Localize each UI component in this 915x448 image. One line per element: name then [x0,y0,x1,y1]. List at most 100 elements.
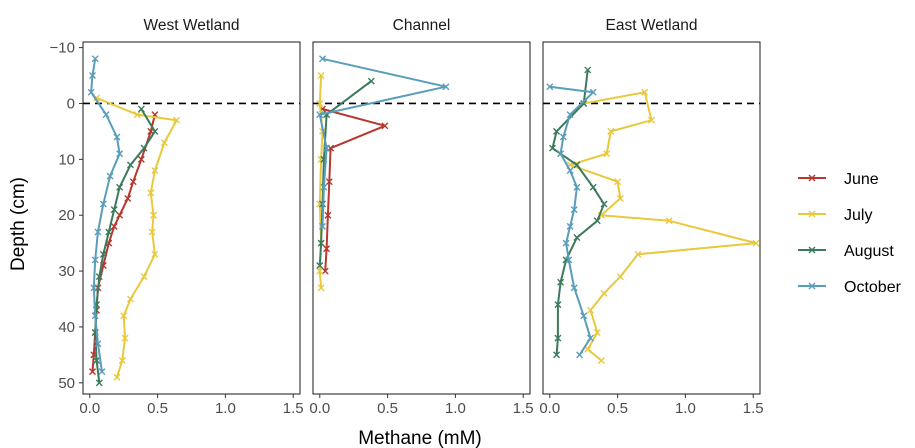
legend-item-july: July [798,207,872,224]
data-point [557,278,565,286]
data-point [320,183,328,191]
data-point [129,178,137,186]
data-point [593,329,601,337]
data-point [576,351,584,359]
data-point [573,161,581,169]
y-tick-label: 30 [58,263,75,280]
legend-label: June [844,171,879,188]
data-point [324,211,332,219]
data-point [321,267,329,275]
data-point [173,116,181,124]
panel-frame [312,41,531,395]
data-point [126,295,134,303]
data-point [151,250,159,258]
data-point [106,172,114,180]
x-tick-label: 1.0 [675,400,696,417]
panel-frame [82,41,301,395]
data-point [102,111,110,119]
data-point [116,211,124,219]
series-july [566,88,760,364]
x-tick-label: 1.5 [513,400,534,417]
data-point [562,239,570,247]
data-point [110,206,118,214]
data-point [648,116,655,124]
x-tick-label: 0.5 [607,400,628,417]
legend-key-marker [808,174,816,182]
x-tick-label: 0.5 [377,400,398,417]
data-point [318,222,326,230]
legend: June July August October [798,171,902,296]
x-tick-label: 1.0 [445,400,466,417]
panel-1: Channel 0.0 0.5 1.0 1.5 [309,17,533,417]
data-point [565,256,573,264]
series-october [546,83,597,359]
data-point [316,111,324,119]
data-point [98,368,106,376]
y-tick-label: 40 [58,319,75,336]
data-point [148,228,156,236]
data-point [589,88,597,96]
data-point [584,345,592,353]
data-point [381,122,389,130]
data-point [566,167,574,175]
data-point [584,66,592,74]
data-point [325,178,333,186]
data-point [566,111,574,119]
data-point [317,239,325,247]
y-tick-label: 0 [67,95,75,112]
series-line [551,69,605,355]
data-point [140,273,148,281]
data-point [160,139,168,147]
data-point [120,312,128,320]
data-point [586,306,594,314]
data-point [442,83,450,91]
series-august [316,77,375,269]
panel-frame [542,41,761,395]
series-august [91,105,159,387]
data-point [566,222,574,230]
data-point [597,356,605,364]
panel-2: East Wetland 0.0 0.5 1.0 1.5 [539,17,763,417]
data-point [616,194,624,202]
data-point [553,351,561,359]
data-point [603,150,611,158]
data-point [614,178,622,186]
data-point [91,55,99,63]
series-july [93,94,181,381]
panel-0: West Wetland 0.0 0.5 1.0 1.5 −10 0 10 20 30 40 50 [50,17,304,417]
data-point [113,373,121,381]
data-point [91,256,99,264]
data-point [580,99,588,107]
data-point [323,245,331,253]
data-point [137,155,145,163]
data-point [546,83,554,91]
legend-item-august: August [798,243,894,260]
data-point [316,261,324,269]
data-point [641,88,649,96]
x-tick-label: 0.5 [147,400,168,417]
series-june [318,105,389,275]
data-point [367,77,375,85]
data-point [151,127,159,135]
y-axis-title: Depth (cm) [8,177,29,271]
series-line [322,108,386,272]
data-point [113,133,121,141]
data-point [147,189,155,197]
data-point [593,217,601,225]
data-point [554,334,562,342]
data-point [121,334,129,342]
y-tick-label: 50 [58,375,75,392]
data-point [570,206,578,214]
data-point [99,200,107,208]
data-point [105,228,113,236]
series-line [569,91,757,362]
data-point [318,55,326,63]
x-tick-label: 1.5 [743,400,764,417]
data-point [151,167,159,175]
series-line [549,85,595,356]
data-point [94,340,102,348]
data-point [752,239,760,247]
data-point [91,312,99,320]
data-point [665,217,673,225]
data-point [600,289,608,297]
